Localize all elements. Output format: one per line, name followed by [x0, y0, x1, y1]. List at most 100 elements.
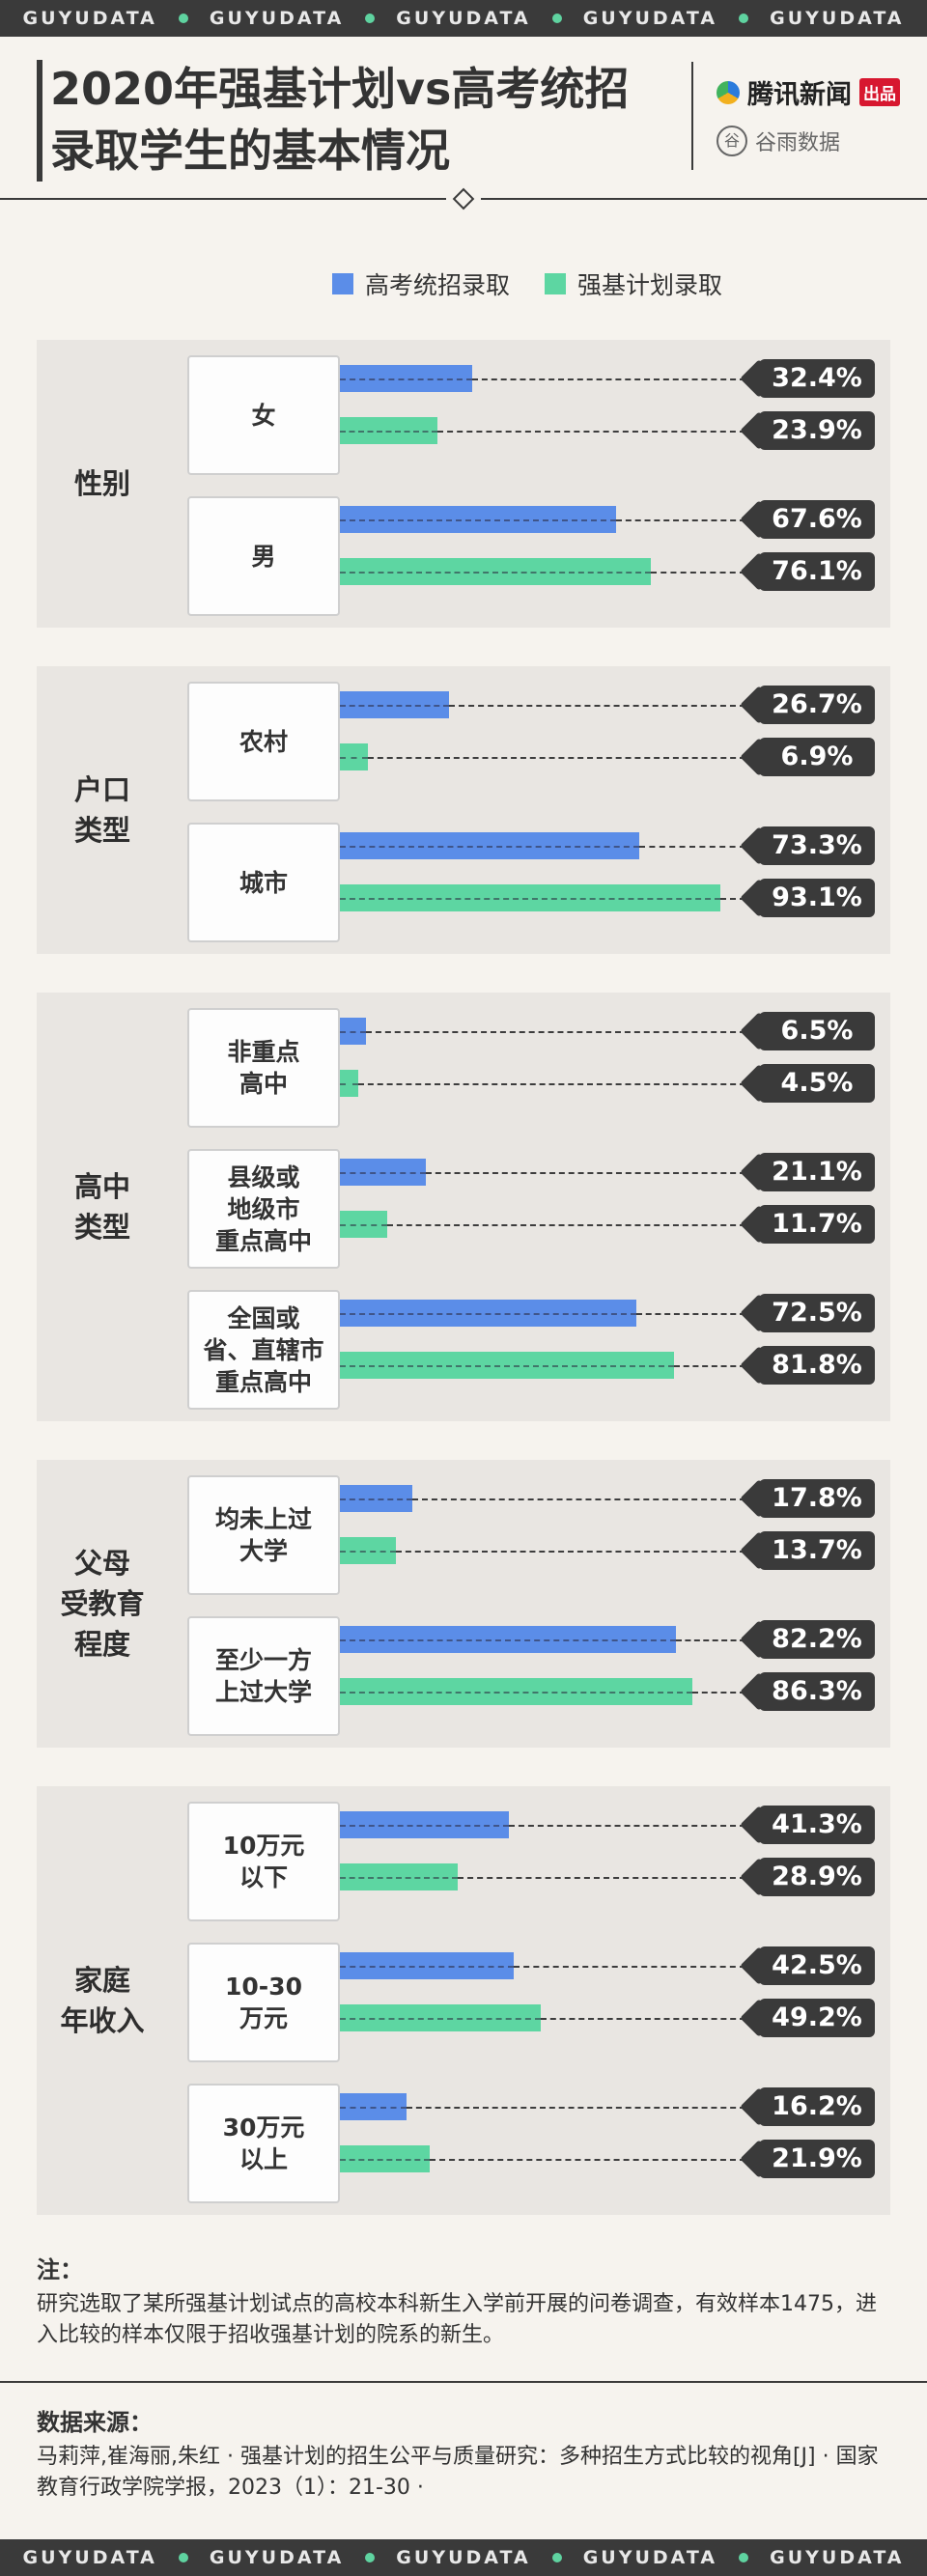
leader-line	[675, 1639, 745, 1641]
category-label-text: 10万元以下	[223, 1830, 305, 1893]
bar-guide-line	[340, 2159, 430, 2161]
leader-line	[635, 1313, 745, 1315]
data-label-text: 72.5%	[772, 1298, 862, 1328]
bar-guide-line	[340, 1692, 693, 1694]
category-label: 女	[187, 355, 340, 475]
bottom-brand-text: GUYUDATA	[582, 2547, 718, 2568]
bar-guide-line	[340, 519, 616, 521]
group-label-line: 受教育	[60, 1587, 145, 1620]
page-title: 2020年强基计划vs高考统招 录取学生的基本情况	[50, 58, 668, 182]
legend-label-qiangji: 强基计划录取	[577, 271, 723, 299]
category-label-line: 30万元	[222, 2114, 305, 2142]
leader-line	[387, 1224, 745, 1226]
category-label-text: 均未上过 大学	[215, 1503, 312, 1567]
bar-guide-line	[340, 1639, 676, 1641]
dot-icon	[551, 14, 562, 23]
leader-line	[508, 1825, 745, 1827]
data-label-text: 42.5%	[772, 1950, 862, 1980]
leader-line	[719, 898, 745, 900]
category-label: 男	[187, 496, 340, 616]
group-label: 父母 受教育 程度	[44, 1543, 160, 1665]
data-label-text: 16.2%	[772, 2091, 862, 2121]
category-label: 农村	[187, 682, 340, 801]
category-label-text: 非重点 高中	[227, 1036, 299, 1100]
group-label-line: 家庭	[73, 1964, 130, 1997]
bottom-brand-text: GUYUDATA	[770, 2547, 905, 2568]
category-label-text: 至少一方 上过大学	[215, 1644, 312, 1708]
category-label-line: 万元	[239, 2004, 288, 2032]
category-label-text: 农村	[239, 726, 288, 758]
leader-line	[368, 757, 745, 759]
header-rule-left	[0, 198, 446, 200]
bottom-brand-text: GUYUDATA	[209, 2547, 345, 2568]
category-label-line: 县级或	[227, 1162, 300, 1191]
category-label-text: 10-30 万元	[225, 1971, 302, 2034]
data-label: 41.3%	[759, 1806, 875, 1844]
category-label-line: 男	[251, 542, 276, 571]
data-label: 73.3%	[759, 826, 875, 865]
bar-guide-line	[340, 572, 651, 574]
data-label: 16.2%	[759, 2087, 875, 2126]
data-label: 81.8%	[759, 1346, 875, 1385]
group-label-line: 年收入	[60, 2004, 145, 2037]
data-label: 67.6%	[759, 500, 875, 539]
bar-guide-line	[340, 705, 449, 707]
data-label-text: 93.1%	[772, 882, 862, 912]
data-label-text: 13.7%	[772, 1535, 862, 1565]
group-label-line: 类型	[73, 814, 130, 847]
data-label: 76.1%	[759, 552, 875, 591]
category-label-line: 全国或	[227, 1303, 300, 1332]
group-label: 性别	[44, 463, 160, 504]
category-label: 城市	[187, 823, 340, 942]
tencent-swirl-icon	[716, 80, 740, 104]
data-label: 82.2%	[759, 1620, 875, 1659]
leader-line	[437, 431, 745, 433]
leader-line	[639, 846, 745, 848]
data-label-text: 76.1%	[772, 556, 862, 586]
source-text: 马莉萍,崔海丽,朱红 · 强基计划的招生公平与质量研究：多种招生方式比较的视角[…	[37, 2445, 879, 2500]
top-brand-text: GUYUDATA	[770, 8, 905, 29]
leader-line	[692, 1692, 745, 1694]
bottom-brand-text: GUYUDATA	[22, 2547, 157, 2568]
leader-line	[366, 1031, 745, 1033]
category-label-line: 以下	[239, 1863, 288, 1891]
group-label: 高中 类型	[44, 1166, 160, 1247]
bar-guide-line	[340, 1224, 388, 1226]
data-label-text: 49.2%	[772, 2002, 862, 2032]
category-label-text: 女	[251, 400, 275, 432]
data-label: 4.5%	[759, 1064, 875, 1103]
top-brand-text: GUYUDATA	[209, 8, 345, 29]
dot-icon	[178, 14, 188, 23]
leader-line	[429, 2159, 745, 2161]
bar-guide-line	[340, 1083, 359, 1085]
dot-icon	[739, 14, 749, 23]
category-label-text: 全国或 省、直辖市 重点高中	[203, 1302, 323, 1398]
bar-guide-line	[340, 898, 720, 900]
bar-guide-line	[340, 2018, 542, 2020]
category-label-line: 大学	[239, 1537, 288, 1565]
dot-icon	[178, 2553, 188, 2562]
category-label-line: 10-30	[225, 1973, 302, 2001]
category-label-line: 10万元	[222, 1832, 305, 1860]
notes-text: 研究选取了某所强基计划试点的高校本科新生入学前开展的问卷调查，有效样本1475，…	[37, 2292, 877, 2347]
leader-line	[395, 1551, 745, 1553]
data-label-text: 41.3%	[772, 1809, 862, 1839]
tencent-news-logo: 腾讯新闻 出品	[716, 73, 900, 111]
header: 2020年强基计划vs高考统招 录取学生的基本情况 腾讯新闻 出品 谷 谷雨数据	[0, 37, 927, 199]
top-brand-text: GUYUDATA	[396, 8, 531, 29]
bar-guide-line	[340, 1365, 674, 1367]
group-label-line: 程度	[73, 1628, 130, 1661]
leader-line	[472, 378, 745, 380]
data-label: 93.1%	[759, 879, 875, 917]
group-label-line: 户口	[73, 773, 130, 806]
category-label-line: 重点高中	[214, 1226, 312, 1255]
header-divider	[691, 62, 693, 170]
tencent-news-name: 腾讯新闻	[747, 80, 852, 110]
legend-swatch-qiangji	[545, 273, 567, 294]
legend: 高考统招录取 强基计划录取	[332, 266, 722, 301]
data-label: 42.5%	[759, 1946, 875, 1985]
category-label: 10万元以下	[187, 1802, 340, 1921]
category-label-line: 上过大学	[214, 1678, 312, 1706]
bar-guide-line	[340, 1551, 396, 1553]
notes-separator	[0, 2381, 927, 2383]
